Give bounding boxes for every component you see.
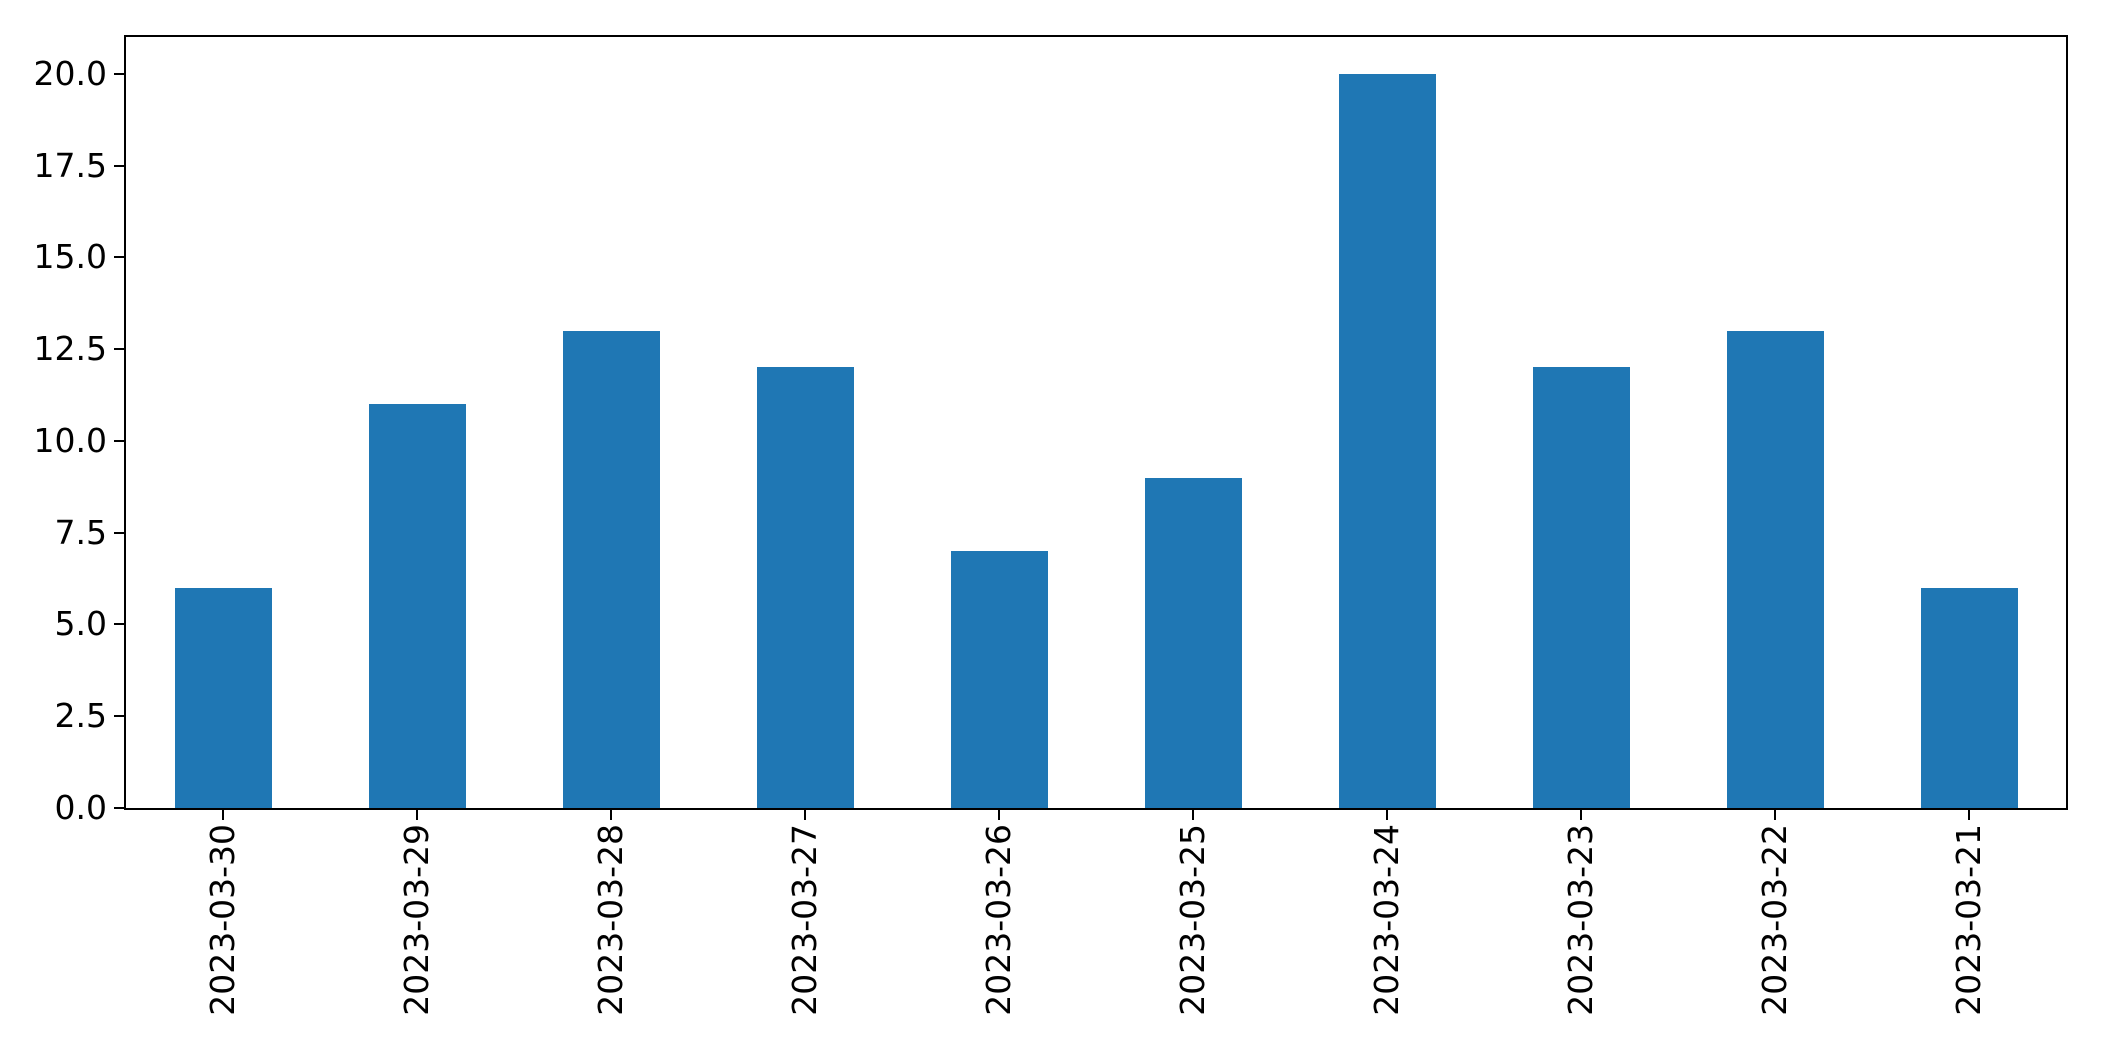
y-tick-label: 7.5	[54, 512, 107, 552]
x-tick-mark	[1580, 810, 1582, 820]
bar	[1338, 73, 1436, 808]
y-tick-mark	[114, 531, 124, 534]
y-tick-label: 12.5	[33, 329, 107, 369]
y-tick-mark	[114, 439, 124, 442]
bar	[368, 404, 466, 808]
y-tick-label: 15.0	[33, 237, 107, 277]
y-tick-label: 17.5	[33, 145, 107, 185]
y-tick-mark	[114, 623, 124, 626]
bar	[562, 330, 660, 808]
y-tick-label: 20.0	[33, 53, 107, 93]
bar	[1532, 367, 1630, 808]
x-tick-mark	[610, 810, 612, 820]
x-tick-mark	[1192, 810, 1194, 820]
x-tick-mark	[1386, 810, 1388, 820]
bar	[756, 367, 854, 808]
y-tick-mark	[114, 72, 124, 75]
y-tick-mark	[114, 807, 124, 809]
bar	[174, 587, 272, 808]
x-tick-mark	[1968, 810, 1970, 820]
y-tick-label: 10.0	[33, 420, 107, 460]
y-tick-mark	[114, 348, 124, 351]
y-tick-label: 2.5	[54, 696, 107, 736]
y-tick-mark	[114, 256, 124, 259]
x-tick-mark	[1774, 810, 1776, 820]
y-tick-mark	[114, 715, 124, 718]
bar	[1726, 330, 1824, 808]
bar	[950, 551, 1048, 808]
y-tick-label: 5.0	[54, 604, 107, 644]
x-tick-mark	[804, 810, 806, 820]
x-tick-mark	[222, 810, 224, 820]
x-tick-mark	[998, 810, 1000, 820]
y-tick-mark	[114, 164, 124, 167]
bar	[1144, 477, 1242, 808]
bar	[1920, 587, 2018, 808]
y-tick-label: 0.0	[54, 788, 107, 827]
x-tick-mark	[416, 810, 418, 820]
